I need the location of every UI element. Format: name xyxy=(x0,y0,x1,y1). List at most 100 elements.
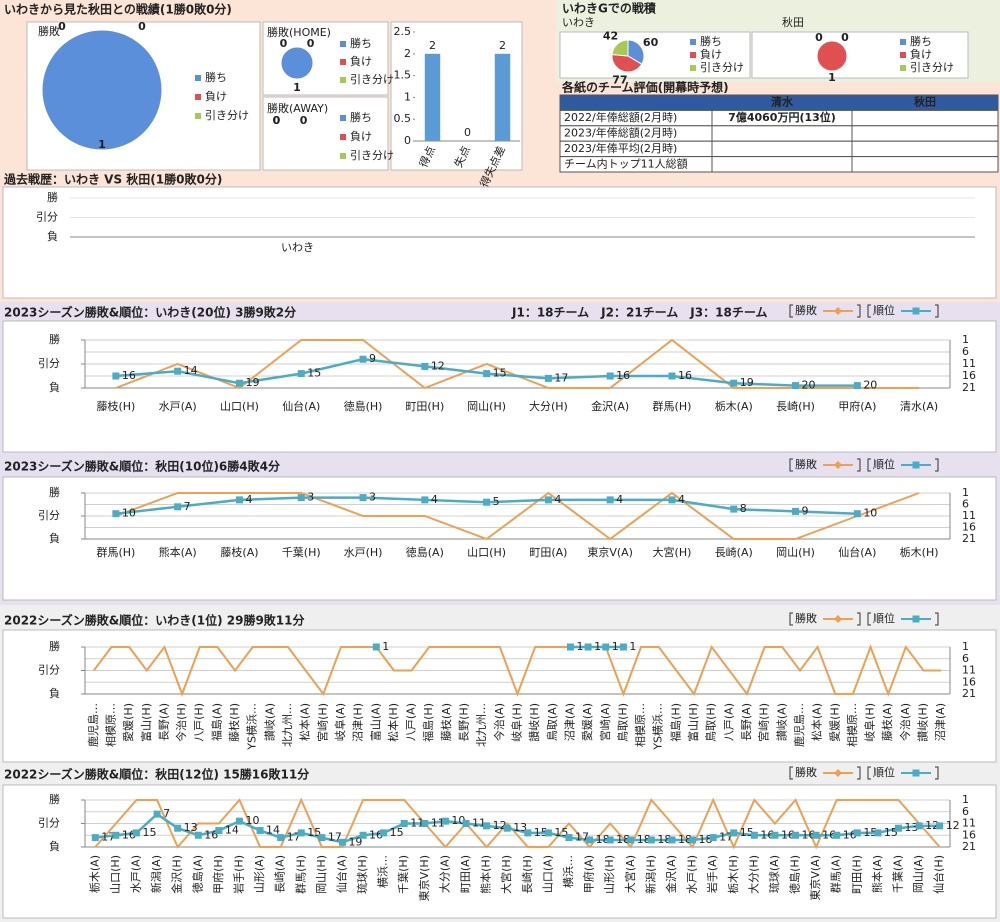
rank-marker xyxy=(153,810,161,818)
x-tick-label: 宮崎(A) xyxy=(598,703,612,741)
data-label: 1 xyxy=(293,81,301,94)
rank-marker xyxy=(833,831,841,839)
rank-marker xyxy=(584,643,592,651)
y-tick-label: 1.5 xyxy=(394,69,412,82)
data-label: 7 xyxy=(163,807,170,820)
x-tick-label: 八戸(A) xyxy=(722,703,735,741)
x-tick-label: 山口(A) xyxy=(541,855,554,893)
legend-swatch xyxy=(912,461,920,469)
legend-label: 引き分け xyxy=(700,60,744,74)
x-tick-label: いわき xyxy=(281,241,314,254)
legend-bracket xyxy=(857,612,861,626)
data-label: 4 xyxy=(245,493,252,506)
x-tick-label: 福島(H) xyxy=(668,703,682,742)
rank-marker xyxy=(441,817,449,825)
panel xyxy=(2,186,997,299)
pie-slice xyxy=(611,53,643,73)
legend-swatch xyxy=(912,307,920,315)
x-tick-label: 金沢(H) xyxy=(170,855,184,894)
rank-marker xyxy=(235,379,243,387)
y-tick-label: 1 xyxy=(404,90,411,103)
x-tick-label: 町田(A) xyxy=(459,855,472,893)
pie-slice xyxy=(611,39,629,57)
legend-bracket xyxy=(867,766,871,780)
data-label: 16 xyxy=(802,828,816,841)
x-tick-label: 長野(A) xyxy=(740,703,753,741)
x-tick-label: 大分(A) xyxy=(437,855,451,893)
x-tick-label: 岩手(A) xyxy=(705,855,719,893)
x-tick-label: 八戸(H) xyxy=(193,703,206,742)
rank-marker xyxy=(174,367,182,375)
rank-marker xyxy=(483,370,491,378)
legend-swatch xyxy=(340,153,346,159)
x-tick-label: 讃岐(H) xyxy=(528,703,541,742)
data-label: 17 xyxy=(554,371,568,384)
y-tick-label: 勝 xyxy=(49,792,60,806)
table-header-cell: 清水 xyxy=(771,95,794,109)
x-tick-label: 熊本(H) xyxy=(479,855,493,894)
panel xyxy=(751,31,969,79)
legend-swatch xyxy=(900,65,906,71)
y2-tick-label: 16 xyxy=(962,521,976,534)
data-label: 19 xyxy=(348,835,362,848)
legend-bracket xyxy=(789,766,793,780)
section-title: 各紙のチーム評価(開幕時予想) xyxy=(561,80,729,95)
rank-marker xyxy=(462,820,470,827)
rank-marker xyxy=(421,496,429,504)
x-tick-label: 長野(H) xyxy=(458,703,471,742)
rank-marker xyxy=(372,643,380,651)
data-label: 0 xyxy=(58,20,66,33)
y-tick-label: 勝 xyxy=(49,485,60,499)
data-label: 15 xyxy=(307,826,321,839)
x-tick-label: 金沢(A) xyxy=(664,855,678,893)
table-cell-text: チーム内トップ11人総額 xyxy=(564,156,688,170)
data-label: 15 xyxy=(554,826,568,839)
data-label: 20 xyxy=(802,379,816,392)
pie-slice xyxy=(280,46,314,80)
pie-slice xyxy=(816,40,848,72)
legend-label: 順位 xyxy=(873,611,895,625)
x-tick-label: 徳島(H) xyxy=(788,855,802,894)
rank-marker xyxy=(606,372,614,380)
x-tick-label: 琉球(H) xyxy=(355,855,369,894)
data-label: 4 xyxy=(616,493,623,506)
x-tick-label: 横浜… xyxy=(376,855,390,888)
x-tick-label: 清水(A) xyxy=(900,400,938,413)
x-tick-label: 長崎(A) xyxy=(715,545,753,559)
data-label: 0 xyxy=(815,31,823,44)
x-tick-label: 藤枝(A) xyxy=(880,703,894,741)
table-cell-text: 2023/年俸平均(2月時) xyxy=(564,141,677,155)
data-label: 12 xyxy=(946,819,960,832)
legend-bracket xyxy=(789,304,793,318)
rank-marker xyxy=(606,836,614,844)
legend-swatch xyxy=(195,94,201,100)
data-label: 7 xyxy=(184,500,191,513)
data-label: 0 xyxy=(307,37,315,50)
chart-title: 勝敗(AWAY) xyxy=(267,101,328,115)
x-tick-label: 大分(H) xyxy=(529,399,568,413)
rank-marker xyxy=(318,834,326,842)
data-label: 17 xyxy=(575,831,589,844)
x-tick-label: 横浜… xyxy=(561,855,575,888)
rank-marker xyxy=(503,824,511,832)
y2-tick-label: 16 xyxy=(962,675,976,688)
data-label: 2 xyxy=(429,39,436,52)
x-tick-label: 岩手(H) xyxy=(231,855,245,894)
data-label: 10 xyxy=(245,814,259,827)
x-tick-label: 町田(H) xyxy=(850,855,863,894)
rank-marker xyxy=(524,829,532,837)
panel xyxy=(262,96,389,171)
legend-bracket xyxy=(789,612,793,626)
x-tick-label: 藤枝(A) xyxy=(220,545,258,559)
x-tick-label: 仙台(H) xyxy=(932,855,946,894)
legend-bracket xyxy=(867,612,871,626)
data-label: 10 xyxy=(122,507,136,520)
data-label: 18 xyxy=(637,833,651,846)
legend-swatch xyxy=(195,113,201,119)
rank-marker xyxy=(359,355,367,363)
rank-marker xyxy=(730,829,738,837)
x-tick-label: 鹿児島… xyxy=(792,703,806,747)
x-tick-label: 鹿児島… xyxy=(86,703,100,747)
x-tick-label: 相模原… xyxy=(104,703,117,747)
x-tick-label: 東京V(A) xyxy=(587,545,633,559)
